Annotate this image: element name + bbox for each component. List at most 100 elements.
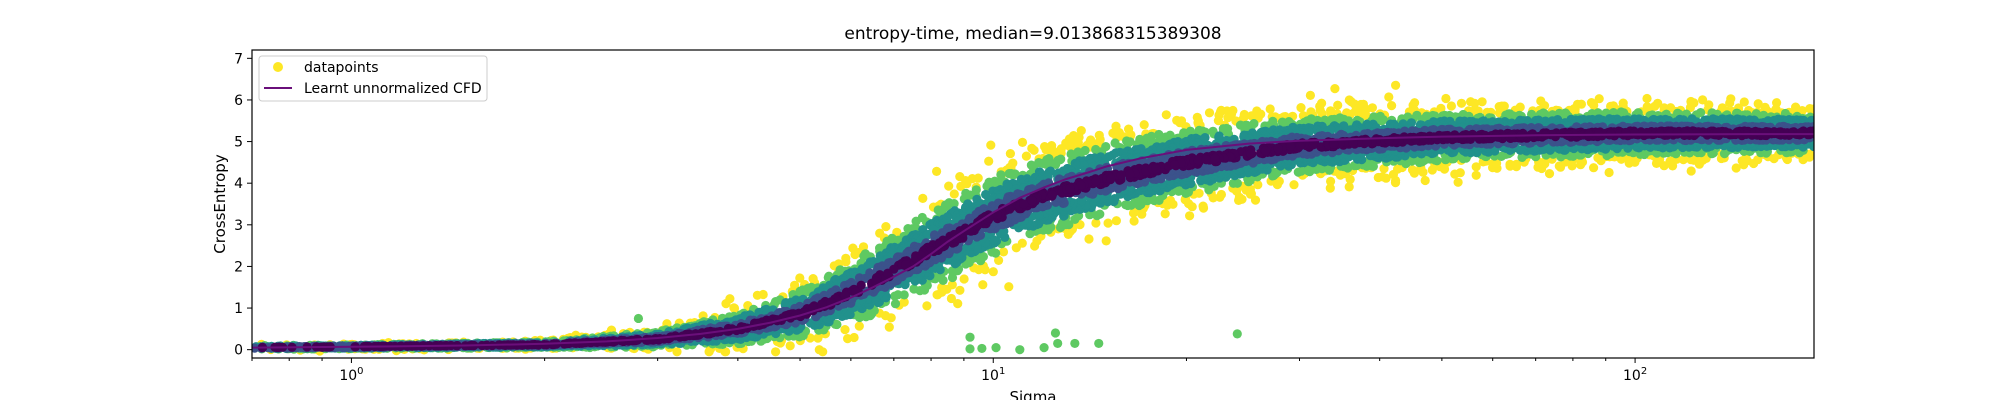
data-point [949, 199, 959, 209]
data-point [1017, 238, 1027, 248]
data-point [890, 291, 900, 301]
data-point [785, 341, 795, 351]
data-point [1441, 93, 1451, 104]
data-point [1685, 102, 1695, 113]
data-point [1274, 176, 1284, 186]
data-point [1005, 149, 1016, 159]
data-point [988, 267, 998, 277]
data-point [1686, 166, 1696, 176]
data-point [1296, 166, 1306, 176]
data-point [1420, 175, 1430, 186]
data-point [986, 140, 996, 150]
data-point [1731, 163, 1741, 173]
data-point [899, 297, 909, 307]
data-point [1305, 90, 1315, 100]
data-point [953, 299, 963, 309]
data-point [1289, 180, 1299, 190]
data-point [795, 273, 805, 283]
data-point [955, 285, 965, 295]
data-point [1471, 162, 1481, 172]
data-point [1161, 110, 1171, 120]
data-point [1326, 176, 1336, 186]
data-point [994, 255, 1004, 265]
data-point [1725, 98, 1735, 108]
data-point [1216, 189, 1226, 200]
data-point [1091, 218, 1101, 228]
data-point [1589, 163, 1599, 173]
data-point [947, 272, 958, 283]
data-point [1004, 282, 1014, 292]
data-point [805, 333, 815, 343]
data-point [884, 322, 894, 332]
data-point [962, 179, 972, 189]
data-point [1471, 170, 1481, 180]
data-point [1021, 151, 1031, 161]
data-point [1204, 108, 1215, 118]
data-point [1245, 184, 1255, 194]
chart-title: entropy-time, median=9.013868315389308 [844, 24, 1221, 44]
data-point [1198, 201, 1208, 211]
data-point [1101, 236, 1111, 246]
data-point [1456, 98, 1467, 108]
data-point [1593, 153, 1603, 163]
data-point [1391, 80, 1401, 90]
data-point [1065, 142, 1075, 152]
data-point [1121, 200, 1131, 210]
data-point [1807, 105, 1814, 115]
data-point [1325, 183, 1335, 193]
data-point [1511, 159, 1522, 169]
data-point [771, 347, 781, 357]
data-point [1678, 155, 1688, 165]
data-point [918, 193, 928, 203]
data-point [1544, 169, 1555, 179]
data-point [998, 247, 1009, 257]
data-point [1698, 95, 1708, 105]
data-point [946, 293, 957, 304]
data-point [1333, 100, 1343, 110]
data-point [1384, 92, 1394, 102]
data-point [1642, 93, 1652, 104]
data-point [1594, 94, 1604, 104]
data-point [1160, 209, 1170, 219]
data-point [909, 284, 919, 294]
data-point [978, 280, 988, 290]
data-point [814, 345, 824, 355]
data-point [1253, 180, 1263, 190]
data-point [1084, 234, 1094, 244]
data-point [721, 299, 731, 309]
data-point [1111, 216, 1121, 226]
data-point [841, 257, 851, 267]
data-point [971, 185, 981, 195]
data-point [1753, 99, 1763, 109]
data-point [672, 347, 682, 357]
data-point [1505, 159, 1515, 169]
data-point [1344, 182, 1354, 192]
data-point [840, 325, 850, 335]
data-point [1604, 167, 1614, 178]
data-point [1446, 101, 1456, 111]
data-point [1029, 145, 1039, 155]
data-point [1377, 172, 1387, 182]
data-point [944, 181, 954, 191]
data-point [1455, 168, 1465, 178]
data-point [729, 303, 740, 313]
data-point [843, 334, 853, 344]
data-point [1228, 178, 1238, 188]
data-point [959, 274, 969, 284]
data-point [1739, 97, 1749, 107]
scatter-layer [252, 80, 1814, 357]
data-point [949, 189, 959, 199]
data-point [1492, 158, 1502, 168]
data-point [1477, 97, 1487, 107]
data-point [1407, 165, 1418, 175]
data-point [1296, 103, 1306, 113]
data-point [984, 156, 994, 166]
data-point [1330, 84, 1340, 94]
data-point [932, 166, 942, 176]
data-point [1185, 211, 1195, 221]
data-point [1129, 216, 1139, 226]
data-point [1095, 209, 1105, 219]
data-point [1080, 145, 1090, 156]
